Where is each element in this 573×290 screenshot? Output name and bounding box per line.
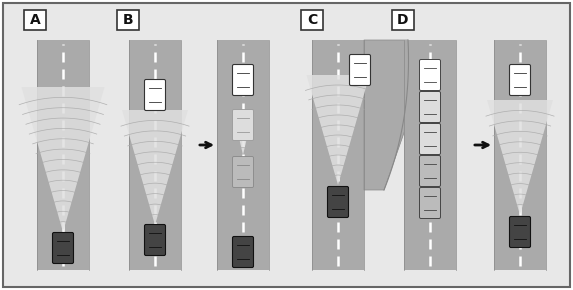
FancyBboxPatch shape (301, 10, 323, 30)
Bar (129, 40, 181, 270)
FancyBboxPatch shape (144, 224, 166, 255)
FancyBboxPatch shape (419, 92, 441, 122)
FancyBboxPatch shape (24, 10, 46, 30)
FancyBboxPatch shape (233, 237, 253, 267)
FancyBboxPatch shape (144, 79, 166, 110)
FancyBboxPatch shape (328, 186, 348, 218)
FancyBboxPatch shape (419, 124, 441, 155)
FancyBboxPatch shape (233, 157, 253, 188)
Polygon shape (422, 155, 437, 190)
Bar (217, 40, 269, 270)
FancyBboxPatch shape (419, 155, 441, 186)
Polygon shape (233, 110, 253, 155)
FancyBboxPatch shape (233, 110, 253, 140)
Polygon shape (364, 40, 412, 190)
FancyBboxPatch shape (419, 188, 441, 218)
Polygon shape (487, 100, 553, 215)
Bar (312, 40, 364, 270)
Bar (404, 40, 456, 270)
Bar (37, 40, 89, 270)
FancyBboxPatch shape (233, 64, 253, 95)
Bar (494, 40, 546, 270)
Polygon shape (122, 110, 188, 225)
Text: A: A (30, 13, 40, 27)
Polygon shape (307, 75, 370, 185)
Text: D: D (397, 13, 409, 27)
FancyBboxPatch shape (350, 55, 371, 86)
Text: C: C (307, 13, 317, 27)
Text: B: B (123, 13, 134, 27)
FancyBboxPatch shape (392, 10, 414, 30)
FancyBboxPatch shape (419, 59, 441, 90)
FancyBboxPatch shape (509, 64, 531, 95)
Polygon shape (21, 87, 105, 232)
FancyBboxPatch shape (53, 233, 73, 264)
FancyBboxPatch shape (117, 10, 139, 30)
FancyBboxPatch shape (509, 217, 531, 247)
